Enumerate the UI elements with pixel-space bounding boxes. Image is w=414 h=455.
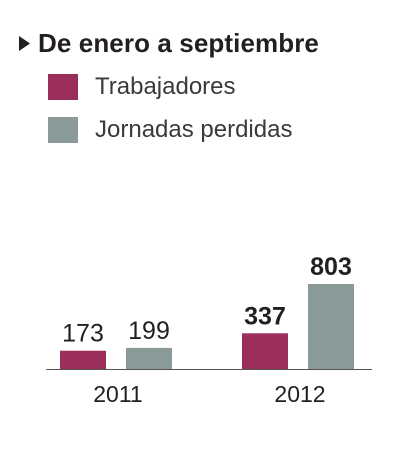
- bar-trabajadores-2011: [60, 350, 106, 369]
- bar-trabajadores-2012: [242, 333, 288, 369]
- legend-item-trabajadores: Trabajadores: [48, 72, 292, 102]
- data-label-trabajadores-2012: 337: [244, 302, 286, 330]
- legend-swatch-trabajadores: [48, 74, 78, 100]
- legend-label-jornadas-perdidas: Jornadas perdidas: [95, 116, 293, 143]
- data-label-jornadas-perdidas-2012: 803: [310, 253, 352, 281]
- x-tick-label-2012: 2012: [274, 381, 325, 407]
- bar-jornadas-perdidas-2011: [126, 347, 172, 369]
- bar-jornadas-perdidas-2012: [308, 284, 354, 369]
- x-tick-label-2011: 2011: [93, 381, 142, 407]
- data-label-trabajadores-2011: 173: [62, 320, 104, 348]
- triangle-right-icon: [19, 36, 30, 51]
- chart-header: De enero a septiembre: [18, 28, 319, 59]
- legend-label-trabajadores: Trabajadores: [95, 73, 236, 100]
- data-label-jornadas-perdidas-2011: 199: [128, 317, 170, 345]
- chart-legend: Trabajadores Jornadas perdidas: [48, 72, 292, 158]
- legend-swatch-jornadas-perdidas: [48, 117, 78, 143]
- legend-item-jornadas-perdidas: Jornadas perdidas: [48, 115, 292, 145]
- chart-title: De enero a septiembre: [38, 28, 319, 58]
